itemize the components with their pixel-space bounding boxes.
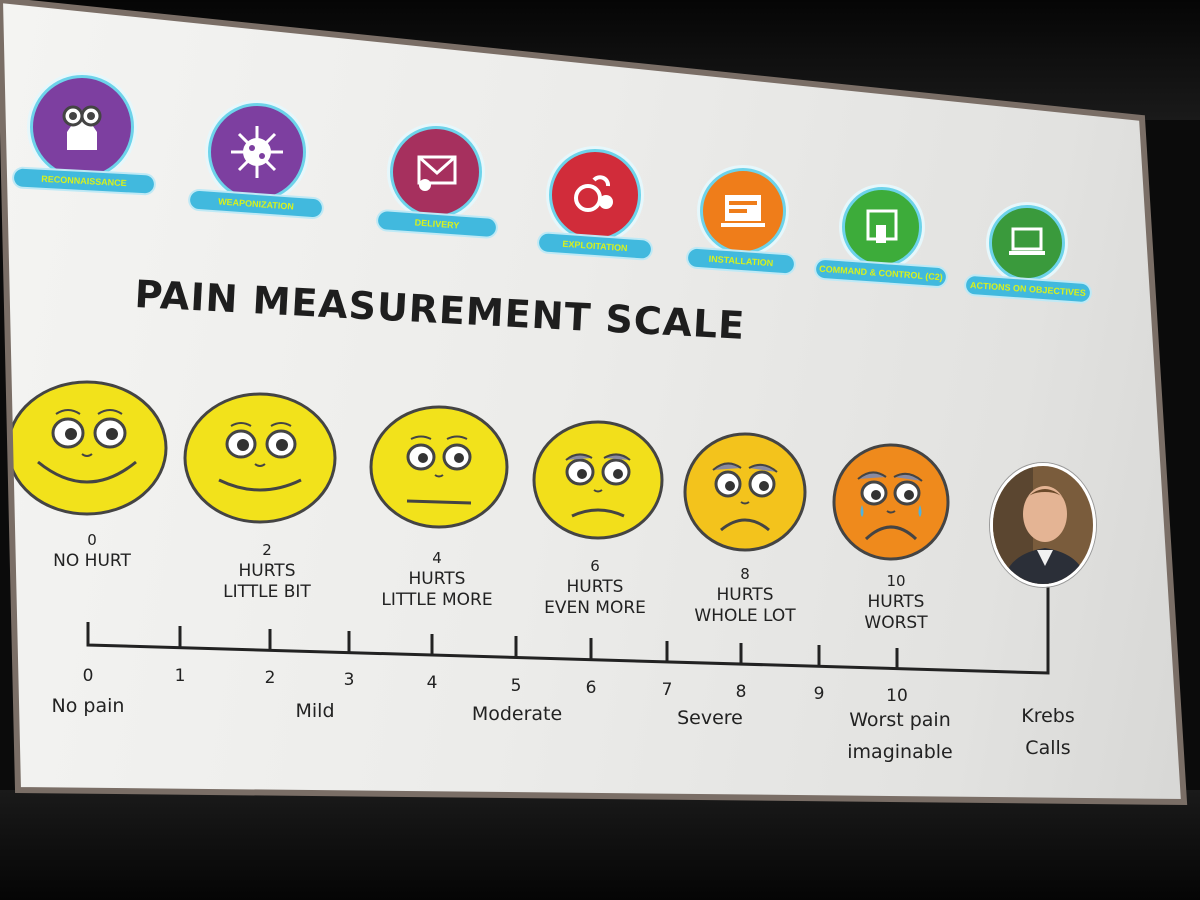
face-text: NO HURT: [53, 551, 131, 571]
scale-number-3: 3: [343, 670, 355, 690]
laptop-icon: [989, 205, 1065, 281]
face-text: HURTS: [566, 577, 624, 597]
portrait-photo: [990, 463, 1096, 587]
face-text: LITTLE MORE: [381, 590, 493, 610]
face-text: HURTS: [238, 561, 296, 581]
face-label-6: 6 HURTS EVEN MORE: [544, 556, 646, 619]
scale-number-2: 2: [264, 668, 276, 688]
krebs-calls-line2: Calls: [1025, 737, 1071, 759]
face-label-10: 10 HURTS WORST: [864, 571, 927, 634]
face-hurts-worst: [832, 443, 950, 561]
face-text: EVEN MORE: [544, 598, 646, 618]
scale-number-7: 7: [661, 680, 673, 700]
face-text: HURTS: [716, 585, 774, 605]
face-hurts-even-more: [532, 420, 664, 540]
face-hurts-whole-lot: [683, 432, 807, 552]
scale-number-0: 0: [82, 666, 94, 686]
face-label-2: 2 HURTS LITTLE BIT: [223, 540, 311, 603]
face-label-0: 0 NO HURT: [53, 530, 131, 572]
scale-label-worst: Worst pain imaginable: [847, 704, 952, 768]
scale-label-severe: Severe: [677, 707, 743, 729]
scale-number-1: 1: [174, 666, 186, 686]
face-number: 0: [87, 531, 97, 549]
scale-number-9: 9: [813, 684, 825, 704]
face-no-hurt: [6, 380, 168, 516]
face-text: WORST: [864, 613, 928, 633]
face-hurts-little-bit: [183, 392, 337, 524]
scale-label-moderate: Moderate: [471, 703, 563, 725]
face-label-8: 8 HURTS WHOLE LOT: [694, 564, 795, 627]
scale-number-6: 6: [585, 678, 597, 698]
face-text: HURTS: [867, 592, 925, 612]
scale-label-worst-line1: Worst pain: [849, 709, 951, 731]
scale-number-4: 4: [426, 673, 438, 693]
face-label-4: 4 HURTS LITTLE MORE: [381, 548, 492, 611]
room-background-bottom: [0, 790, 1200, 900]
remote-control-icon: [842, 187, 922, 267]
face-number: 6: [590, 557, 600, 575]
scale-label-worst-line2: imaginable: [847, 741, 953, 763]
face-number: 10: [886, 572, 906, 590]
face-number: 2: [262, 541, 272, 559]
scale-label-mild: Mild: [295, 700, 335, 722]
face-text: LITTLE BIT: [223, 582, 311, 602]
face-hurts-little-more: [369, 405, 509, 529]
scale-number-10: 10: [886, 686, 908, 706]
scale-number-5: 5: [510, 676, 522, 696]
scale-label-no-pain: No pain: [51, 695, 125, 717]
face-number: 8: [740, 565, 750, 583]
exploit-icon: [549, 149, 641, 241]
scale-number-8: 8: [735, 682, 747, 702]
face-number: 4: [432, 549, 442, 567]
virus-icon: [208, 103, 306, 201]
face-text: WHOLE LOT: [694, 606, 796, 626]
krebs-calls-line1: Krebs: [1021, 705, 1075, 727]
face-text: HURTS: [408, 569, 466, 589]
krebs-calls-label: Krebs Calls: [1021, 700, 1075, 764]
